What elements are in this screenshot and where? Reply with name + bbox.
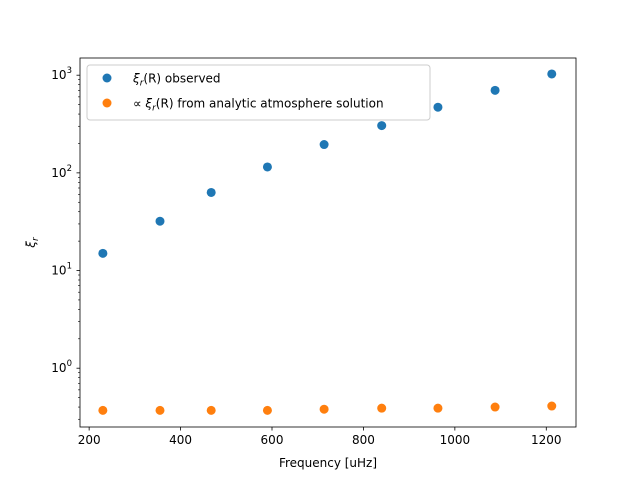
y-tick-label: 102 [51,164,72,180]
data-point [490,402,500,412]
data-point [433,403,443,413]
data-point [319,140,329,150]
series-2 [98,401,557,415]
data-point [547,401,557,411]
series-1 [98,69,557,258]
legend-marker [102,98,112,108]
x-tick-label: 1200 [531,433,562,447]
data-point [490,85,500,95]
y-tick-label: 100 [51,359,72,375]
x-tick-label: 200 [78,433,101,447]
data-point [262,162,272,172]
x-tick-label: 800 [352,433,375,447]
legend-marker [102,73,112,83]
plot-frame [79,57,577,428]
data-point [262,405,272,415]
data-point [155,216,165,226]
y-tick-label: 103 [51,66,72,82]
data-point [547,69,557,79]
data-point [98,248,108,258]
x-axis-label: Frequency [uHz] [279,456,377,470]
legend-label: ξr(R) observed [132,72,221,89]
data-point [206,405,216,415]
y-tick-label: 101 [51,262,72,278]
data-point [206,187,216,197]
data-point [98,405,108,415]
x-tick-label: 400 [169,433,192,447]
data-point [433,102,443,112]
data-point [377,403,387,413]
x-tick-label: 600 [261,433,284,447]
y-axis-label: ξr [24,236,41,249]
legend-label: ∝ ξr(R) from analytic atmosphere solutio… [133,97,384,114]
x-tick-label: 1000 [440,433,471,447]
data-point [377,121,387,131]
legend: ξr(R) observed ∝ ξr(R) from analytic atmo… [86,64,431,121]
legend-box [86,64,431,121]
data-point [155,405,165,415]
data-point [319,404,329,414]
